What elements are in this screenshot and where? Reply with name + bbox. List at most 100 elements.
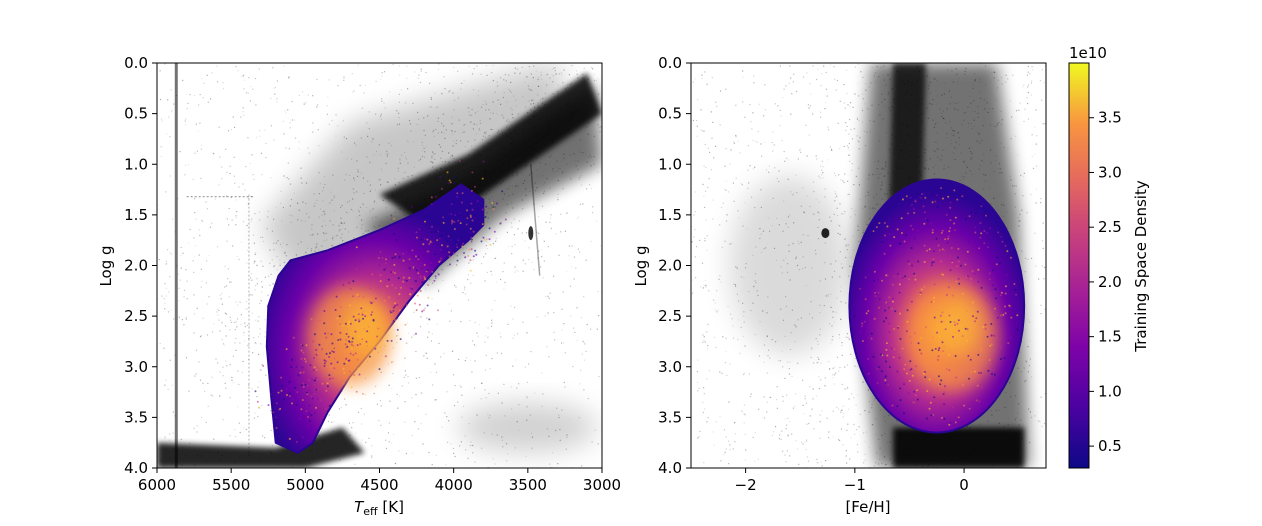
background-point	[199, 336, 202, 338]
background-point	[833, 213, 835, 215]
training-point	[351, 347, 353, 350]
background-point	[361, 219, 363, 221]
background-point	[563, 157, 565, 159]
background-point	[916, 80, 918, 82]
background-point	[523, 44, 524, 45]
background-point	[481, 447, 483, 449]
background-point	[425, 413, 427, 415]
background-point	[387, 181, 389, 183]
background-point	[708, 178, 710, 180]
background-point	[546, 122, 548, 124]
background-point	[527, 120, 529, 122]
background-point	[886, 442, 888, 444]
background-point	[490, 112, 492, 114]
training-point	[461, 245, 464, 248]
background-point	[430, 371, 432, 373]
background-point	[236, 326, 238, 328]
background-point	[538, 175, 540, 177]
background-point	[1049, 316, 1050, 317]
background-point	[546, 119, 548, 121]
training-point	[328, 404, 331, 407]
background-point	[271, 453, 273, 455]
training-point	[402, 276, 405, 279]
background-point	[720, 460, 722, 462]
background-point	[234, 429, 236, 431]
background-point	[580, 35, 581, 36]
background-point	[921, 98, 923, 100]
background-point	[214, 198, 216, 200]
background-point	[469, 445, 471, 447]
background-point	[312, 233, 314, 235]
background-point	[1013, 185, 1015, 187]
background-point	[747, 187, 749, 189]
background-point	[518, 161, 520, 163]
background-point	[221, 292, 223, 294]
training-point	[352, 353, 355, 356]
background-point	[719, 224, 721, 226]
background-point	[503, 117, 505, 119]
background-point	[371, 455, 373, 457]
background-point	[386, 216, 388, 218]
background-point	[839, 203, 841, 205]
background-point	[448, 161, 450, 164]
background-point	[943, 167, 945, 170]
background-point	[575, 160, 577, 162]
background-point	[186, 107, 188, 110]
background-point	[532, 110, 534, 112]
background-point	[975, 432, 977, 434]
background-point	[165, 260, 167, 262]
training-point	[289, 392, 291, 395]
background-point	[592, 68, 594, 70]
background-point	[851, 266, 853, 268]
background-point	[968, 454, 970, 456]
background-point	[586, 324, 588, 326]
training-point	[358, 295, 361, 298]
training-point	[406, 304, 408, 307]
background-point	[844, 211, 846, 213]
background-point	[824, 108, 826, 110]
background-point	[729, 313, 732, 315]
training-point	[288, 380, 291, 383]
training-point	[336, 361, 339, 364]
background-point	[1040, 396, 1042, 398]
background-point	[347, 212, 349, 214]
background-point	[494, 91, 496, 93]
background-point	[323, 211, 325, 213]
background-point	[250, 272, 253, 275]
background-point	[1026, 97, 1028, 99]
background-point	[460, 321, 462, 323]
background-point	[845, 302, 847, 304]
background-point	[877, 463, 880, 465]
background-point	[199, 94, 201, 96]
background-point	[875, 418, 877, 420]
background-point	[801, 441, 803, 443]
background-point	[813, 362, 815, 364]
background-point	[238, 422, 240, 424]
background-point	[187, 102, 189, 104]
background-point	[226, 171, 228, 173]
background-point	[517, 172, 519, 174]
background-point	[430, 340, 432, 342]
background-point	[300, 177, 302, 179]
background-point	[294, 119, 296, 121]
background-point	[840, 428, 843, 430]
training-point	[331, 342, 334, 345]
background-point	[247, 137, 249, 139]
training-point	[343, 362, 346, 365]
background-point	[474, 139, 476, 141]
background-point	[160, 155, 162, 158]
background-point	[999, 168, 1001, 170]
background-point	[410, 55, 411, 56]
background-point	[776, 399, 778, 401]
background-point	[887, 74, 889, 76]
background-point	[997, 445, 999, 447]
background-point	[707, 147, 709, 149]
background-point	[1009, 396, 1012, 398]
background-point	[202, 382, 204, 384]
background-point	[1019, 102, 1021, 104]
background-point	[854, 66, 857, 68]
background-point	[366, 122, 368, 124]
training-point	[269, 393, 272, 396]
background-point	[380, 371, 382, 373]
background-point	[838, 408, 840, 410]
